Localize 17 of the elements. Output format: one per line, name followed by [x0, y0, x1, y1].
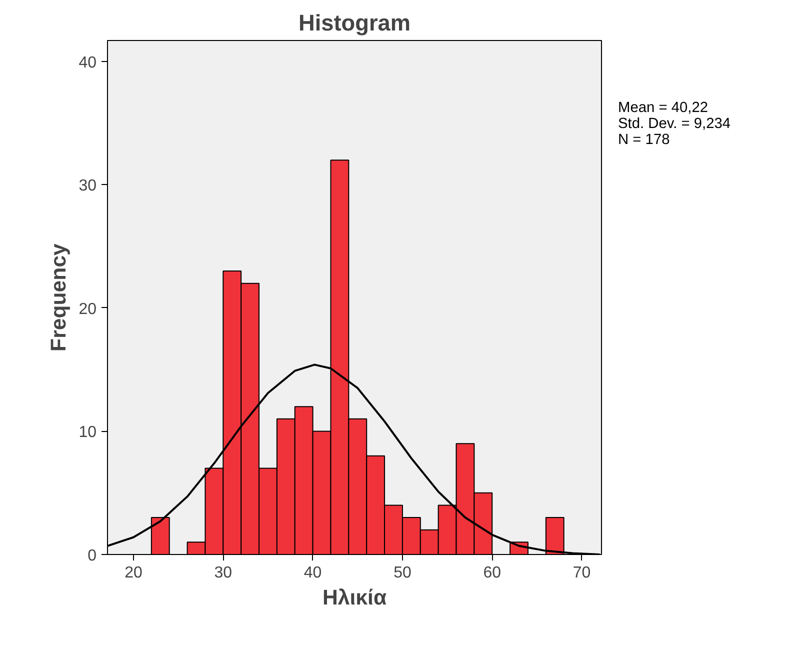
text: N = 178	[618, 132, 670, 148]
y-axis-title: Frequency	[46, 243, 71, 352]
x-tick-label: 20	[124, 564, 142, 582]
text: Mean = 40,22	[618, 100, 708, 116]
text: Std. Dev. = 9,234	[618, 116, 731, 132]
y-tick-label: 30	[78, 178, 97, 195]
y-tick-label: 0	[88, 548, 97, 564]
x-tick-label: 40	[304, 564, 322, 582]
x-tick-label: 60	[483, 564, 502, 582]
x-tick-label: 70	[572, 564, 591, 582]
y-tick-label: 40	[78, 54, 97, 72]
x-tick-label: 50	[394, 564, 412, 582]
chart-title: Histogram	[298, 10, 411, 36]
x-axis-title: Ηλικία	[322, 586, 387, 610]
y-tick-label: 10	[78, 424, 97, 442]
x-tick-label: 30	[214, 564, 232, 582]
y-tick-label: 20	[78, 300, 97, 318]
